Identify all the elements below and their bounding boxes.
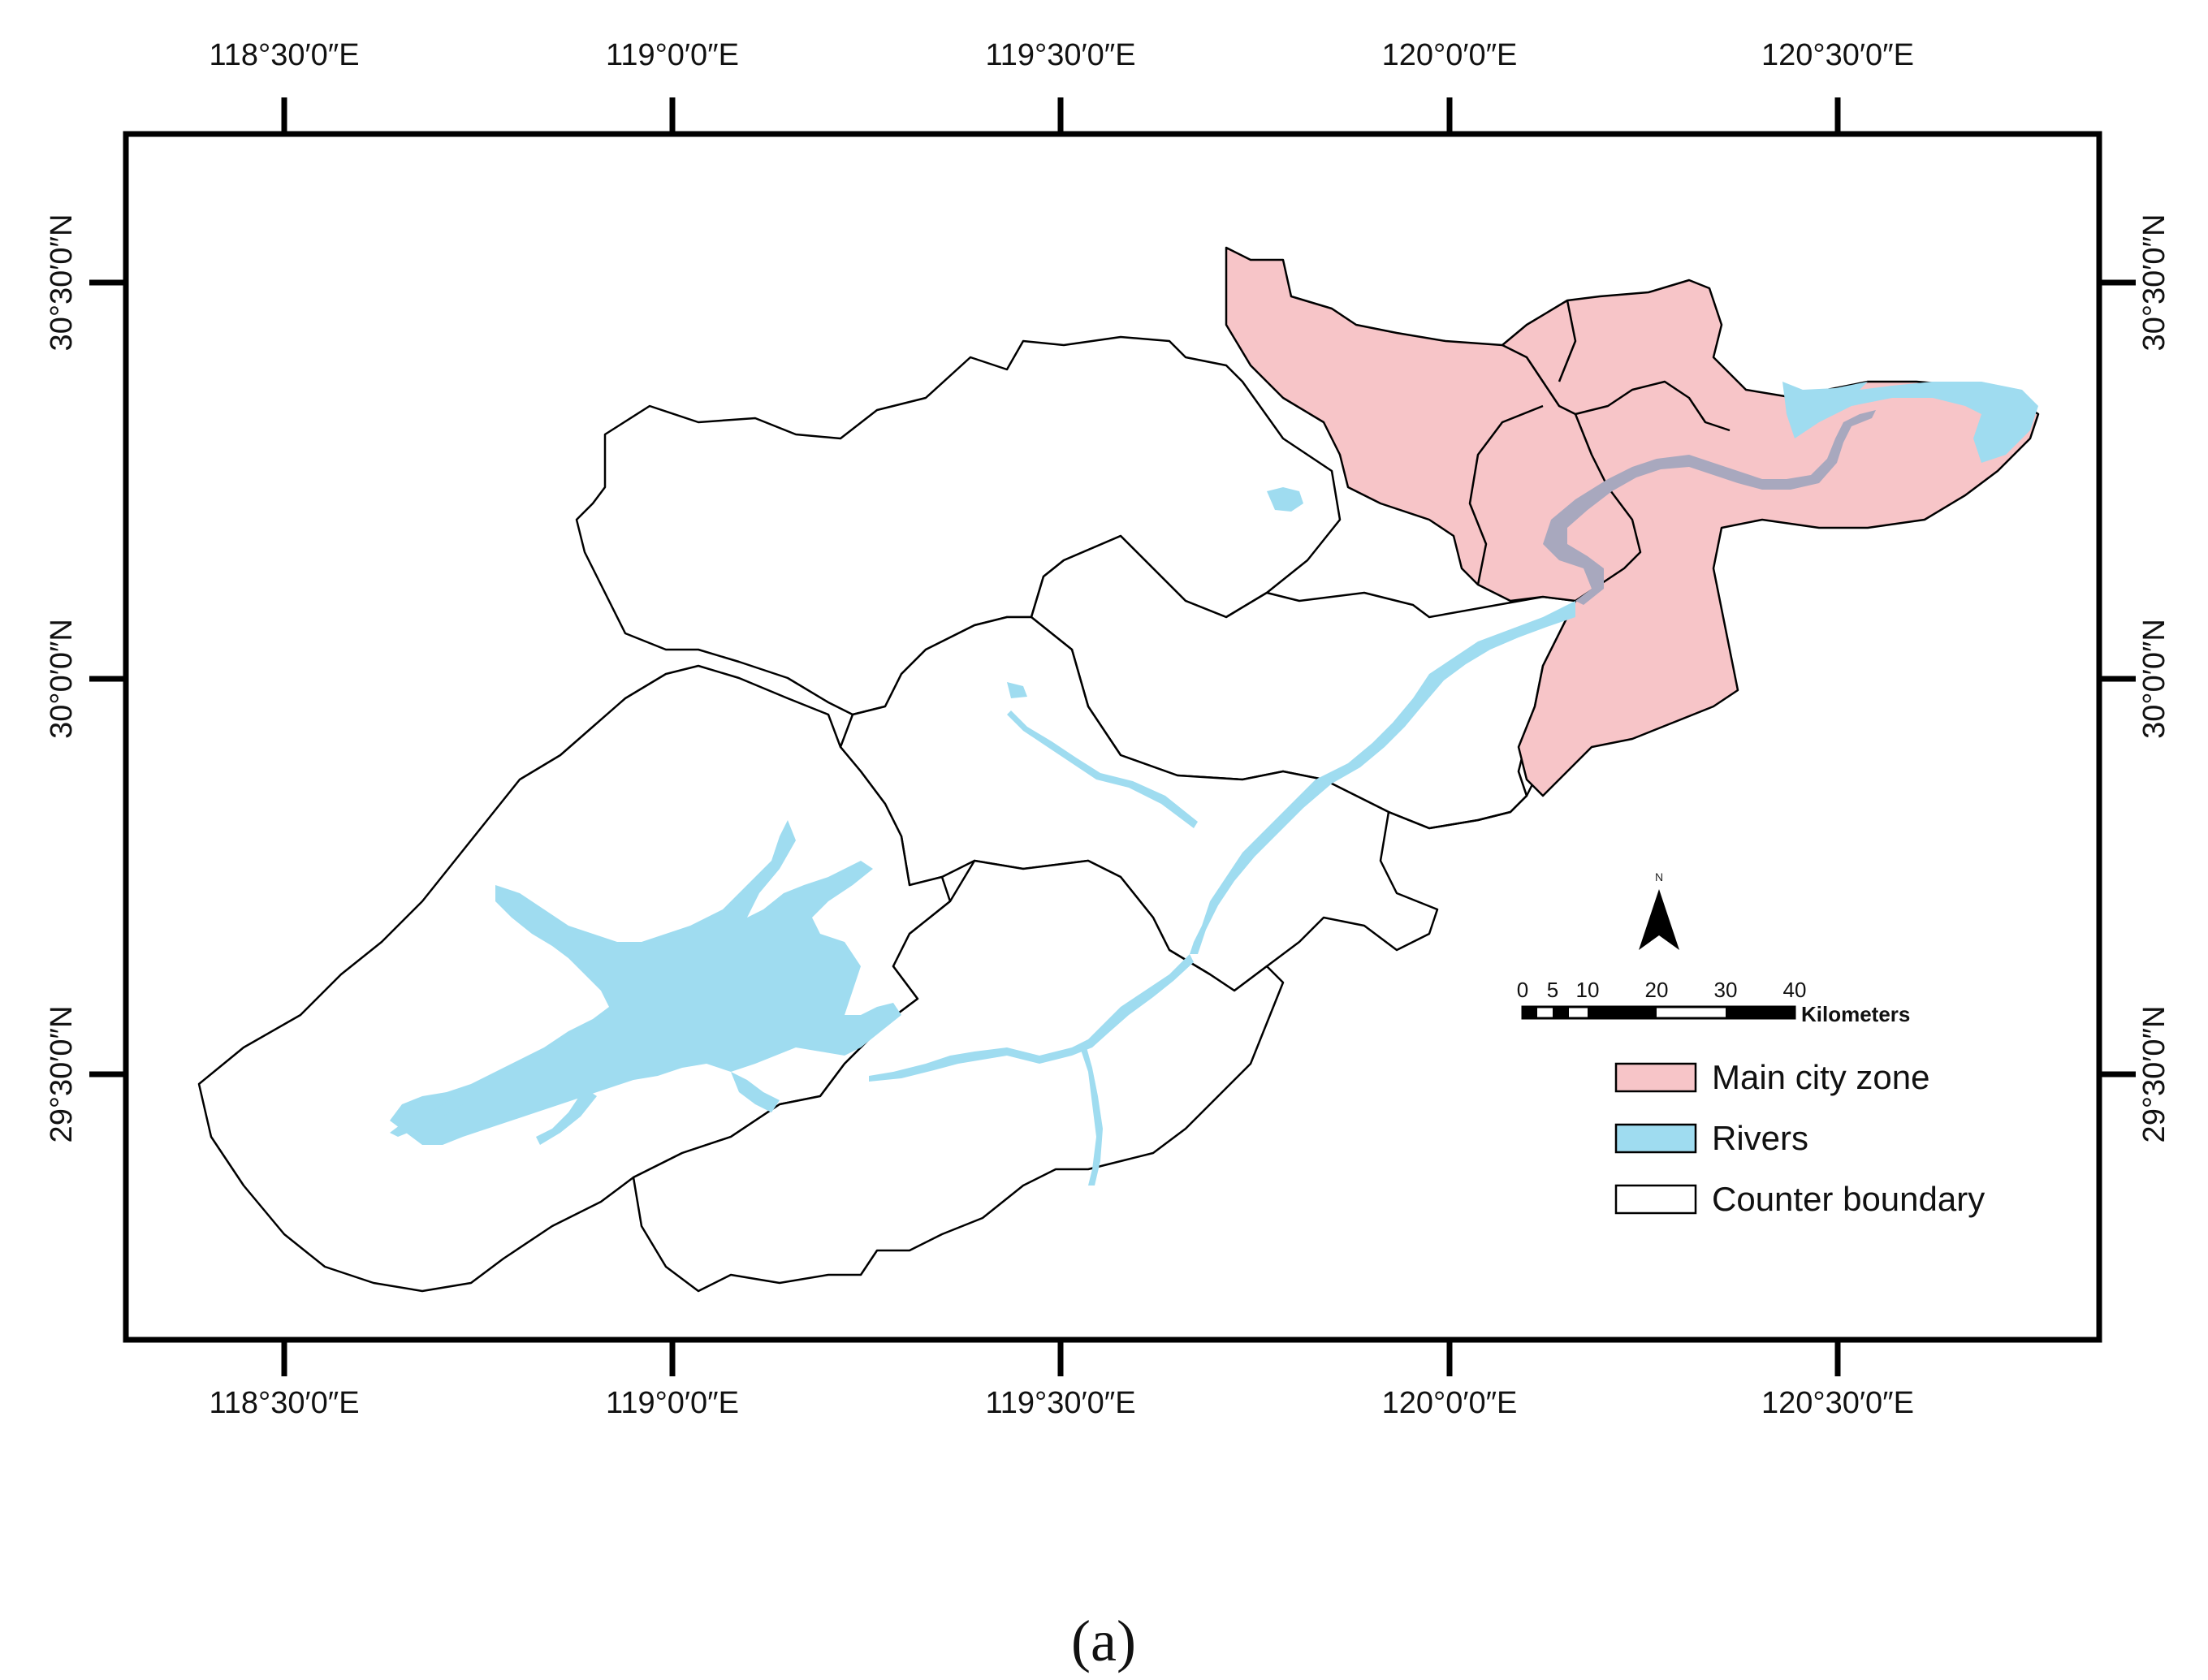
lake-small-mid bbox=[1007, 682, 1027, 698]
legend-label-rivers: Rivers bbox=[1712, 1119, 1808, 1157]
lat-label-left-3: 29°30′0″N bbox=[45, 1006, 79, 1143]
lon-label-bottom-4: 120°0′0″E bbox=[1382, 1386, 1518, 1420]
district-line-4 bbox=[1558, 300, 1577, 382]
scale-tick-10: 10 bbox=[1576, 978, 1600, 1002]
lon-label-top-1: 118°30′0″E bbox=[209, 38, 359, 72]
north-arrow: N bbox=[1639, 870, 1679, 950]
legend-swatch-rivers bbox=[1614, 1123, 1697, 1154]
scale-tick-5: 5 bbox=[1547, 978, 1558, 1002]
lon-label-top-5: 120°30′0″E bbox=[1761, 38, 1914, 72]
scale-seg-4 bbox=[1726, 1007, 1795, 1018]
county-tonglu bbox=[839, 615, 1439, 992]
lat-label-left-1: 30°30′0″N bbox=[45, 214, 79, 352]
latitude-ticks bbox=[89, 279, 2136, 1078]
lake-qiandao-arm-3 bbox=[731, 1072, 780, 1112]
rivers bbox=[390, 374, 2038, 1186]
legend-label-boundary: Counter boundary bbox=[1712, 1180, 1985, 1218]
scale-tick-40: 40 bbox=[1783, 978, 1807, 1002]
legend-swatch-main-city bbox=[1614, 1062, 1697, 1093]
river-xinan bbox=[869, 954, 1194, 1082]
longitude-ticks bbox=[281, 97, 1841, 1376]
figure-caption: (a) bbox=[1071, 1609, 1136, 1674]
lake-qiandao bbox=[390, 820, 901, 1145]
scale-seg-2 bbox=[1553, 1007, 1569, 1018]
lon-label-bottom-5: 120°30′0″E bbox=[1761, 1386, 1914, 1420]
lat-label-right-3: 29°30′0″N bbox=[2137, 1006, 2171, 1143]
scale-tick-30: 30 bbox=[1714, 978, 1738, 1002]
scale-unit: Kilometers bbox=[1801, 1002, 1910, 1026]
lat-label-left-2: 30°0′0″N bbox=[45, 619, 79, 739]
north-arrow-shape bbox=[1639, 889, 1679, 950]
lon-label-top-4: 120°0′0″E bbox=[1382, 38, 1518, 72]
lon-label-top-3: 119°30′0″E bbox=[985, 38, 1135, 72]
lon-label-bottom-2: 119°0′0″E bbox=[606, 1386, 739, 1420]
lon-label-bottom-1: 118°30′0″E bbox=[209, 1386, 359, 1420]
lat-label-right-1: 30°30′0″N bbox=[2137, 214, 2171, 352]
lat-label-right-2: 30°0′0″N bbox=[2137, 619, 2171, 739]
north-arrow-label: N bbox=[1655, 870, 1663, 883]
legend-label-main-city: Main city zone bbox=[1712, 1058, 1929, 1096]
scale-tick-20: 20 bbox=[1645, 978, 1669, 1002]
river-south-tributary bbox=[1080, 1047, 1103, 1186]
county-chunan bbox=[197, 664, 952, 1293]
lake-qiandao-arm-2 bbox=[536, 1088, 597, 1145]
legend-swatch-boundary bbox=[1614, 1184, 1697, 1215]
scale-bar: 0 5 10 20 30 40 Kilometers bbox=[1517, 978, 1911, 1026]
district-line-2 bbox=[1468, 404, 1544, 585]
county-boundaries bbox=[197, 335, 1577, 1293]
district-line-1 bbox=[1502, 343, 1731, 432]
scale-tick-0: 0 bbox=[1517, 978, 1528, 1002]
lake-qiandao-arm-1 bbox=[390, 1096, 463, 1137]
lon-label-bottom-3: 119°30′0″E bbox=[985, 1386, 1135, 1420]
river-estuary-bay bbox=[1782, 374, 2038, 463]
urban-river bbox=[1543, 410, 1876, 605]
lon-label-top-2: 119°0′0″E bbox=[606, 38, 739, 72]
river-fenshui bbox=[1007, 710, 1198, 828]
urban-river-channel bbox=[1543, 410, 1876, 605]
lake-small-north bbox=[1267, 487, 1303, 512]
legend: Main city zone Rivers Counter boundary bbox=[1614, 1058, 1985, 1218]
scale-seg-3 bbox=[1588, 1007, 1657, 1018]
scale-seg-1 bbox=[1523, 1007, 1537, 1018]
